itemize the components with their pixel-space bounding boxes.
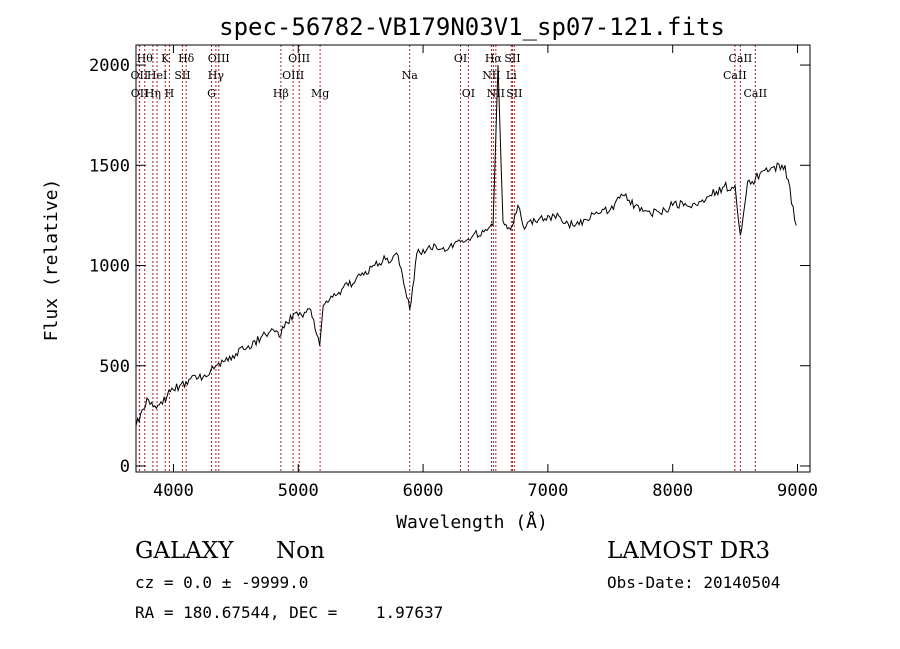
y-tick-label: 1500: [89, 156, 130, 176]
line-marker-label: G: [207, 87, 216, 100]
line-marker-label: CaII: [729, 52, 753, 65]
y-axis-ticks: 0 500 1000 1500 2000: [89, 56, 810, 477]
line-marker-label: SII: [504, 52, 520, 65]
line-marker-label: OII: [131, 69, 149, 82]
y-tick-label: 500: [99, 357, 130, 377]
line-marker-label: CaII: [743, 87, 767, 100]
x-tick-label: 6000: [403, 481, 444, 501]
x-tick-label: 8000: [652, 481, 693, 501]
line-marker-label: Li: [506, 69, 517, 82]
coordinates: RA = 180.67544, DEC = 1.97637: [135, 603, 444, 622]
x-axis-label: Wavelength (Å): [396, 511, 548, 533]
line-marker-label: OI: [462, 87, 475, 100]
line-marker-label: OIII: [208, 52, 230, 65]
x-tick-label: 4000: [153, 481, 194, 501]
x-tick-label: 7000: [527, 481, 568, 501]
y-tick-label: 0: [120, 457, 130, 477]
line-marker-label: OIII: [282, 69, 304, 82]
line-marker-label: SII: [506, 87, 522, 100]
line-marker-label: CaII: [723, 69, 747, 82]
line-marker-label: Hγ: [208, 69, 225, 82]
chart-title: spec-56782-VB179N03V1_sp07-121.fits: [219, 13, 725, 41]
plot-frame: [135, 44, 811, 473]
x-axis-ticks: 4000 5000 6000 7000 8000 9000: [153, 45, 818, 501]
line-marker-label: Hη: [145, 87, 161, 100]
line-marker-label: H: [165, 87, 175, 100]
x-tick-label: 5000: [278, 481, 319, 501]
line-marker-label: Hθ: [137, 52, 154, 65]
line-marker-label: K: [161, 52, 170, 65]
survey-name: LAMOST DR3: [607, 538, 771, 564]
object-subclass: Non: [276, 538, 325, 564]
line-marker-label: HeI: [147, 69, 167, 82]
line-marker-label: NII: [487, 87, 505, 100]
redshift-info: cz = 0.0 ± -9999.0: [135, 573, 309, 592]
spectrum-line: [135, 64, 797, 427]
line-markers: [138, 45, 756, 472]
x-tick-label: 9000: [777, 481, 818, 501]
y-tick-label: 2000: [89, 56, 130, 76]
line-marker-labels: OII OII Hθ Hη HeI K H SII Hδ G Hγ OIII Hβ OIII OIII Mg N…: [131, 52, 768, 100]
object-class: GALAXY: [135, 538, 234, 564]
line-marker-label: NII: [482, 69, 500, 82]
line-marker-label: OI: [454, 52, 467, 65]
line-marker-label: Mg: [311, 87, 329, 100]
line-marker-label: SII: [174, 69, 190, 82]
line-marker-label: Na: [402, 69, 419, 82]
line-marker-label: Hα: [485, 52, 503, 65]
line-marker-label: OIII: [288, 52, 310, 65]
y-axis-label: Flux (relative): [41, 179, 62, 342]
line-marker-label: Hδ: [178, 52, 195, 65]
line-marker-label: Hβ: [273, 87, 289, 100]
y-tick-label: 1000: [89, 257, 130, 277]
observation-date: Obs-Date: 20140504: [607, 573, 781, 592]
line-marker-label: OII: [131, 87, 149, 100]
